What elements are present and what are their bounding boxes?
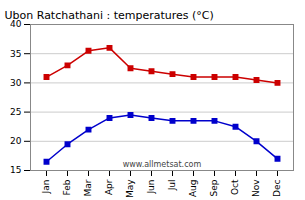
svg-text:30: 30 [10, 78, 22, 88]
svg-text:Dec: Dec [272, 179, 282, 196]
svg-text:Apr: Apr [104, 179, 114, 195]
svg-text:Jan: Jan [41, 180, 51, 195]
svg-text:May: May [125, 179, 135, 198]
svg-text:Sep: Sep [209, 179, 219, 196]
svg-text:Oct: Oct [230, 179, 240, 195]
svg-text:25: 25 [10, 107, 21, 117]
svg-text:Jun: Jun [146, 180, 156, 195]
svg-text:20: 20 [10, 136, 22, 146]
svg-text:Feb: Feb [62, 179, 72, 195]
svg-text:Nov: Nov [251, 179, 261, 197]
svg-text:www.allmetsat.com: www.allmetsat.com [123, 160, 202, 169]
svg-text:Mar: Mar [83, 179, 93, 196]
svg-text:Ubon Ratchathani : temperature: Ubon Ratchathani : temperatures (°C) [5, 9, 214, 22]
svg-text:Jul: Jul [167, 180, 177, 192]
svg-text:35: 35 [10, 49, 21, 59]
svg-text:40: 40 [10, 19, 22, 30]
svg-text:Aug: Aug [188, 180, 198, 198]
svg-text:15: 15 [10, 165, 21, 175]
